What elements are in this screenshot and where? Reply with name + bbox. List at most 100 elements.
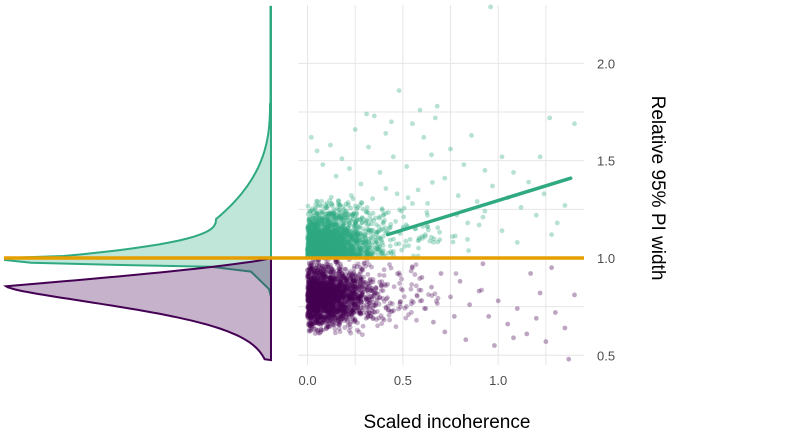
point-above [316, 244, 322, 250]
point-above [315, 245, 321, 251]
chart-lines [4, 176, 584, 260]
point-above [328, 248, 333, 253]
point-above [330, 230, 336, 236]
point-above [334, 229, 340, 235]
point-above [326, 223, 332, 229]
point-above [318, 244, 324, 250]
point-above [313, 246, 319, 252]
point-above [490, 183, 495, 189]
point-above [345, 239, 350, 245]
point-above [332, 244, 337, 249]
point-above [310, 237, 315, 243]
point-above [319, 249, 325, 255]
point-above [306, 243, 312, 249]
point-above [324, 249, 330, 255]
point-below [305, 291, 311, 297]
point-above [315, 231, 321, 237]
point-above [321, 248, 326, 254]
point-below [360, 289, 366, 295]
point-above [333, 252, 339, 258]
point-above [337, 240, 343, 246]
point-above [325, 232, 331, 237]
point-above [333, 236, 338, 242]
point-above [379, 207, 385, 213]
point-below [409, 310, 414, 315]
point-above [306, 238, 311, 244]
point-above [313, 246, 318, 252]
point-above [337, 214, 343, 220]
point-above [316, 251, 322, 256]
point-above [332, 240, 337, 246]
point-above [572, 121, 577, 127]
point-above [318, 251, 324, 257]
point-below [312, 268, 318, 274]
scatter-points [305, 4, 577, 362]
point-above [322, 231, 327, 237]
point-above [342, 242, 347, 248]
point-above [323, 226, 329, 232]
point-above [407, 237, 413, 242]
point-above [332, 237, 338, 242]
point-above [321, 236, 327, 242]
point-above [405, 195, 411, 201]
point-above [317, 231, 323, 236]
point-above [430, 180, 435, 185]
point-above [318, 227, 324, 232]
point-above [309, 208, 314, 214]
point-above [341, 242, 346, 248]
point-above [322, 248, 327, 254]
point-above [327, 234, 333, 239]
point-above [339, 246, 345, 252]
point-above [312, 251, 318, 257]
point-above [332, 214, 338, 220]
point-above [325, 247, 331, 253]
point-above [342, 242, 348, 248]
point-above [313, 225, 319, 230]
point-below [347, 311, 353, 317]
point-above [374, 239, 379, 245]
point-above [311, 248, 316, 254]
point-above [327, 230, 333, 236]
point-above [335, 230, 341, 235]
point-above [329, 211, 335, 217]
point-below [344, 299, 349, 305]
point-above [360, 248, 366, 254]
point-above [318, 236, 323, 242]
point-above [318, 251, 324, 257]
point-above [313, 252, 319, 258]
point-above [313, 226, 318, 231]
point-above [319, 232, 325, 237]
point-above [309, 245, 315, 251]
point-above [345, 225, 351, 231]
point-above [332, 240, 338, 246]
point-above [316, 244, 322, 249]
point-above [330, 234, 335, 240]
point-above [335, 241, 341, 247]
point-above [306, 229, 312, 234]
point-above [431, 239, 436, 245]
point-above [318, 231, 324, 236]
point-above [332, 242, 338, 248]
point-above [345, 218, 350, 224]
point-above [312, 245, 318, 251]
point-above [319, 249, 324, 255]
point-above [339, 251, 344, 257]
point-above [333, 245, 338, 250]
point-above [322, 240, 328, 246]
point-above [331, 232, 336, 237]
point-below [553, 310, 558, 315]
point-above [499, 154, 505, 160]
point-above [335, 239, 341, 244]
point-above [307, 238, 313, 244]
point-above [306, 224, 311, 230]
point-above [328, 232, 334, 238]
point-above [318, 241, 324, 247]
point-above [323, 240, 329, 246]
point-above [331, 248, 337, 254]
point-above [321, 251, 326, 257]
point-above [324, 241, 329, 247]
point-above [310, 250, 316, 256]
point-above [341, 238, 347, 244]
point-above [305, 247, 311, 252]
point-above [321, 231, 327, 237]
